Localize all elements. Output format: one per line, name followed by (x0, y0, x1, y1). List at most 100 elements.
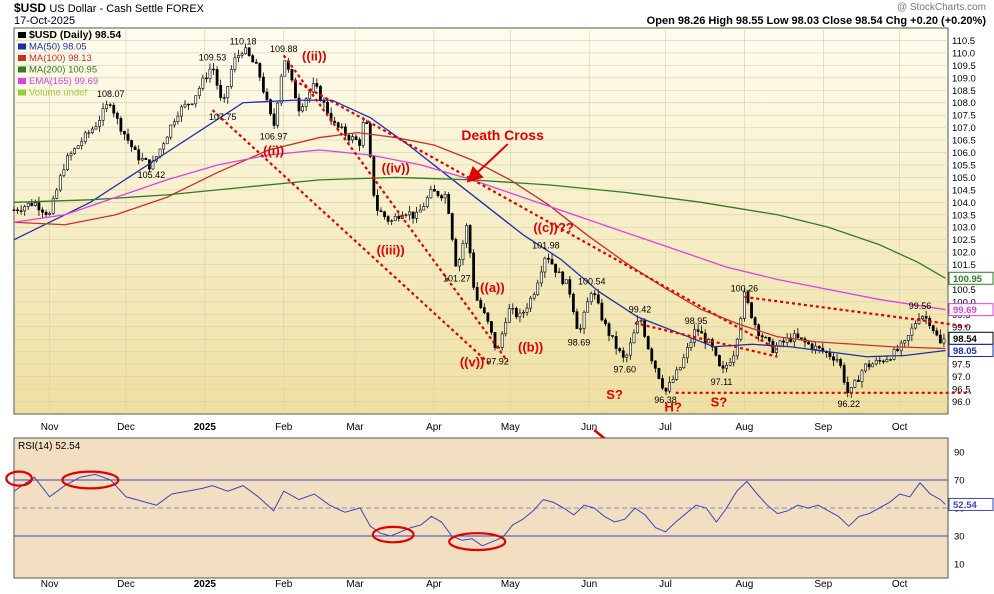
candle-body (529, 297, 533, 309)
candle-body (596, 294, 600, 304)
annotation-0: ((ii)) (302, 48, 327, 63)
candle-body (87, 132, 91, 134)
candle-body (490, 321, 493, 333)
rsi-xtick-label-Nov: Nov (41, 579, 59, 590)
price-ytick-label: 106.0 (952, 148, 976, 159)
price-ytick-label: 102.0 (952, 248, 976, 259)
candle-body (376, 195, 379, 211)
candle-body (265, 91, 269, 100)
rsi-xtick-label-Oct: Oct (892, 579, 908, 590)
annotation-4: ((v)) (460, 355, 485, 370)
candle-body (237, 55, 240, 59)
rsi-xtick-label-Feb: Feb (275, 579, 293, 590)
candle-body (867, 363, 871, 368)
candle-body (924, 316, 928, 319)
price-label-10: 100.54 (578, 276, 606, 286)
annotation-10: H? (664, 400, 681, 415)
candle-body (365, 122, 369, 124)
candle-body (675, 369, 679, 380)
candle-body (653, 360, 657, 369)
ma-series-2 (13, 176, 946, 279)
candle-body (646, 336, 650, 350)
candle-body (657, 367, 661, 379)
candle-body (336, 122, 340, 128)
trendline-3 (634, 322, 778, 358)
candle-body (130, 140, 133, 148)
candle-body (892, 348, 896, 360)
candle-body (753, 317, 757, 326)
price-label-0: 108.07 (97, 89, 125, 99)
candle-body (632, 332, 636, 344)
price-xtick-label-Jun: Jun (581, 422, 597, 433)
candle-body (938, 334, 942, 344)
candle-body (101, 108, 105, 121)
candle-body (682, 357, 686, 368)
candle-body (828, 352, 832, 358)
candle-body (511, 308, 515, 310)
candle-body (33, 202, 37, 206)
candle-body (764, 336, 768, 339)
price-ytick-label: 96.5 (952, 385, 971, 396)
candle-body (383, 211, 386, 217)
candle-body (447, 194, 451, 214)
candle-body (475, 286, 479, 301)
candle-body (814, 345, 818, 350)
price-grid (14, 28, 948, 578)
legend-entry-4: EMA(165) 99.69 (29, 76, 98, 87)
ma-series-1 (13, 131, 946, 350)
candle-body (522, 311, 525, 314)
candle-body (586, 301, 590, 313)
candle-body (76, 145, 80, 149)
candle-body (105, 104, 109, 109)
price-label-4: 107.75 (209, 112, 237, 122)
price-ytick-label: 103.0 (952, 223, 976, 234)
candle-body (685, 347, 689, 359)
candle-body (30, 202, 34, 206)
rsi-line (13, 473, 946, 547)
candle-body (604, 319, 607, 325)
candle-body (26, 202, 30, 207)
candle-body (618, 348, 622, 352)
candle-body (429, 188, 433, 199)
candle-body (575, 311, 579, 329)
candle-body (500, 333, 504, 348)
candle-body (871, 363, 875, 368)
candle-body (625, 354, 629, 358)
candle-body (90, 128, 94, 134)
price-xtick-label-Mar: Mar (346, 422, 364, 433)
candle-body (921, 316, 924, 319)
price-label-14: 96.38 (654, 395, 677, 405)
candle-body (386, 216, 390, 222)
candle-body (425, 197, 429, 207)
candle-body (700, 331, 704, 334)
legend-swatch-0 (18, 32, 26, 38)
candle-body (158, 148, 162, 157)
candle-body (144, 158, 148, 160)
price-label-5: 106.97 (260, 131, 288, 141)
annotation-9: S? (606, 387, 623, 402)
candle-body (333, 120, 337, 123)
symbol-description: US Dollar - Cash Settle FOREX (49, 3, 205, 15)
candle-body (650, 348, 654, 362)
candle-body (564, 279, 568, 285)
candle-body (889, 359, 892, 361)
candle-body (643, 320, 647, 337)
price-tag-2: 98.54 (953, 334, 977, 345)
candle-body (693, 329, 696, 343)
candle-body (201, 77, 205, 89)
candle-body (611, 335, 614, 337)
watermark: @ StockCharts.com (896, 2, 986, 13)
candle-body (864, 363, 867, 372)
candle-body (16, 209, 19, 212)
annotation-6: ((b)) (518, 340, 543, 355)
candle-body (290, 69, 294, 81)
annotation-8: Death Cross (461, 127, 544, 143)
candle-body (251, 55, 255, 63)
candle-body (180, 106, 183, 117)
candle-body (782, 340, 785, 343)
price-label-15: 98.95 (685, 316, 708, 326)
candle-body (767, 337, 771, 342)
